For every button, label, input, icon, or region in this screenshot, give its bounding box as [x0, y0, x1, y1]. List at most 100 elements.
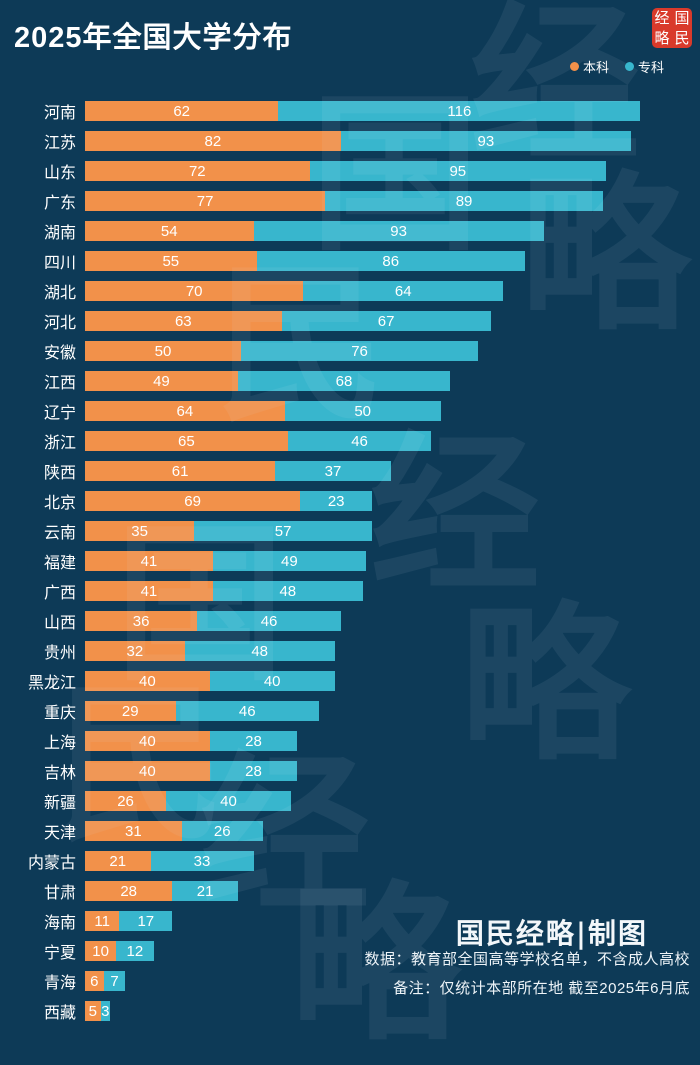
- bar-segments: 10 12: [85, 941, 154, 961]
- bar-row: 山东 72 95: [0, 156, 700, 186]
- guominjinglve-logo: 经 国 略 民: [652, 8, 692, 48]
- bar-row: 广东 77 89: [0, 186, 700, 216]
- province-label: 浙江: [43, 435, 76, 452]
- bar-segments: 40 40: [85, 671, 335, 691]
- zhuanke-bar-segment: 37: [275, 461, 391, 481]
- bar-segments: 29 46: [85, 701, 319, 721]
- bar-row: 河北 63 67: [0, 306, 700, 336]
- zhuanke-bar-segment: 7: [103, 971, 126, 991]
- bar-row: 北京 69 23: [0, 486, 700, 516]
- zhuanke-bar-segment: 67: [281, 311, 491, 331]
- bar-segments: 35 57: [85, 521, 372, 541]
- bar-row: 吉林 40 28: [0, 756, 700, 786]
- benke-bar-segment: 65: [85, 431, 288, 451]
- province-label: 安徽: [43, 345, 76, 362]
- benke-bar-segment: 55: [85, 251, 257, 271]
- province-label: 湖北: [43, 285, 76, 302]
- benke-bar-segment: 49: [85, 371, 238, 391]
- legend-item-benke: 本科: [569, 57, 609, 76]
- province-label: 吉林: [43, 765, 76, 782]
- zhuanke-bar-segment: 46: [287, 431, 432, 451]
- bar-segments: 64 50: [85, 401, 441, 421]
- bar-row: 江苏 82 93: [0, 126, 700, 156]
- zhuanke-bar-segment: 46: [175, 701, 319, 721]
- zhuanke-bar-segment: 116: [278, 101, 641, 121]
- bar-row: 河南 62 116: [0, 96, 700, 126]
- bar-row: 山西 36 46: [0, 606, 700, 636]
- province-label: 辽宁: [43, 405, 76, 422]
- bar-row: 西藏 5 3: [0, 996, 700, 1026]
- benke-bar-segment: 5: [85, 1001, 101, 1021]
- province-label: 广西: [43, 585, 76, 602]
- benke-bar-segment: 26: [85, 791, 167, 811]
- benke-bar-segment: 61: [85, 461, 276, 481]
- zhuanke-bar-segment: 48: [184, 641, 335, 661]
- bar-row: 新疆 26 40: [0, 786, 700, 816]
- province-label: 青海: [43, 975, 76, 992]
- province-label: 四川: [43, 255, 76, 272]
- data-source-note: 数据：教育部全国高等学校名单，不含成人高校: [364, 951, 690, 968]
- province-label: 山西: [43, 615, 76, 632]
- zhuanke-bar-segment: 64: [303, 281, 504, 301]
- benke-legend-dot-icon: [569, 62, 579, 71]
- zhuanke-bar-segment: 17: [119, 911, 173, 931]
- bar-row: 重庆 29 46: [0, 696, 700, 726]
- zhuanke-bar-segment: 28: [209, 731, 298, 751]
- benke-bar-segment: 50: [85, 341, 241, 361]
- benke-bar-segment: 31: [85, 821, 182, 841]
- bar-row: 宁夏 10 12: [0, 936, 700, 966]
- zhuanke-bar-segment: 93: [340, 131, 631, 151]
- zhuanke-bar-segment: 21: [172, 881, 238, 901]
- province-label: 福建: [43, 555, 76, 572]
- benke-bar-segment: 40: [85, 671, 210, 691]
- bar-segments: 77 89: [85, 191, 603, 211]
- province-label: 江苏: [43, 135, 76, 152]
- zhuanke-bar-segment: 28: [209, 761, 298, 781]
- province-label: 黑龙江: [27, 675, 76, 692]
- bar-segments: 28 21: [85, 881, 238, 901]
- chart-legend: 本科 专科: [569, 57, 664, 76]
- benke-bar-segment: 40: [85, 731, 210, 751]
- bar-row: 湖北 70 64: [0, 276, 700, 306]
- logo-char: 国: [674, 8, 690, 27]
- bar-segments: 31 26: [85, 821, 263, 841]
- bar-row: 安徽 50 76: [0, 336, 700, 366]
- benke-bar-segment: 41: [85, 551, 213, 571]
- benke-bar-segment: 54: [85, 221, 254, 241]
- bar-row: 陕西 61 37: [0, 456, 700, 486]
- zhuanke-bar-segment: 23: [300, 491, 373, 511]
- bar-segments: 41 49: [85, 551, 366, 571]
- bar-row: 湖南 54 93: [0, 216, 700, 246]
- province-label: 新疆: [43, 795, 76, 812]
- province-label: 甘肃: [43, 885, 76, 902]
- legend-label-zhuanke: 专科: [637, 60, 664, 75]
- bar-row: 青海 6 7: [0, 966, 700, 996]
- benke-bar-segment: 6: [85, 971, 104, 991]
- bar-segments: 82 93: [85, 131, 631, 151]
- province-label: 河南: [43, 105, 76, 122]
- logo-char: 经: [654, 8, 670, 27]
- province-label: 广东: [43, 195, 76, 212]
- province-label: 宁夏: [43, 945, 76, 962]
- province-label: 海南: [43, 915, 76, 932]
- bar-segments: 21 33: [85, 851, 254, 871]
- bar-segments: 49 68: [85, 371, 451, 391]
- benke-bar-segment: 29: [85, 701, 176, 721]
- province-label: 湖南: [43, 225, 76, 242]
- bar-row: 江西 49 68: [0, 366, 700, 396]
- zhuanke-bar-segment: 33: [150, 851, 254, 871]
- bar-row: 贵州 32 48: [0, 636, 700, 666]
- province-label: 北京: [43, 495, 76, 512]
- benke-bar-segment: 35: [85, 521, 195, 541]
- benke-bar-segment: 40: [85, 761, 210, 781]
- benke-bar-segment: 21: [85, 851, 151, 871]
- zhuanke-bar-segment: 86: [256, 251, 525, 271]
- bar-segments: 26 40: [85, 791, 291, 811]
- province-label: 云南: [43, 525, 76, 542]
- bar-segments: 70 64: [85, 281, 504, 301]
- benke-bar-segment: 41: [85, 581, 213, 601]
- benke-bar-segment: 72: [85, 161, 310, 181]
- bar-segments: 32 48: [85, 641, 335, 661]
- zhuanke-bar-segment: 89: [325, 191, 603, 211]
